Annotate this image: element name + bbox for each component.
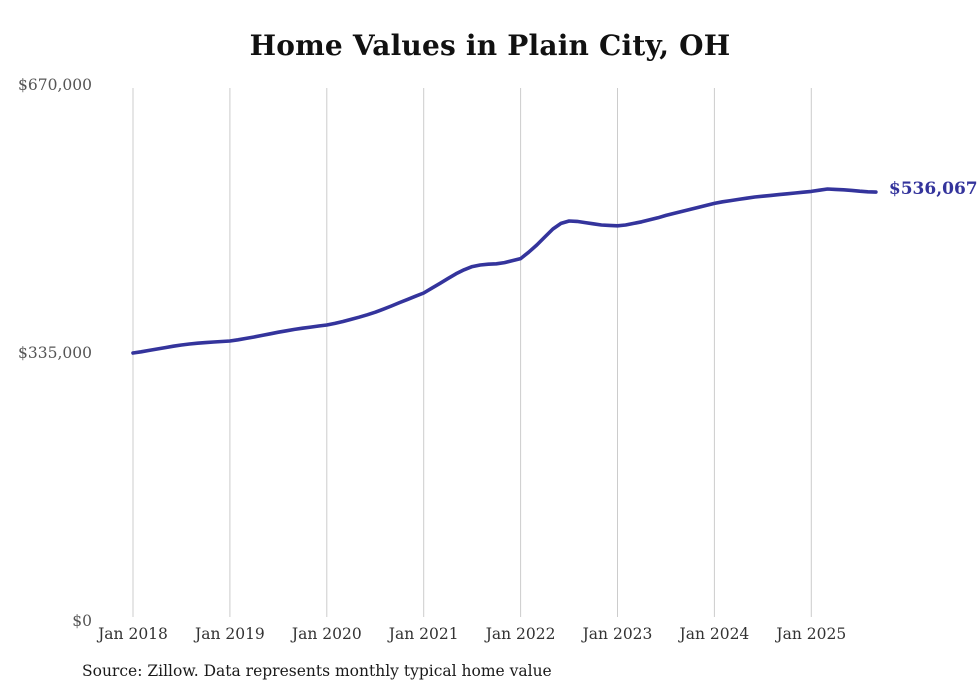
value-line — [131, 187, 878, 355]
x-tick-label: Jan 2024 — [679, 625, 750, 643]
y-tick-label: $0 — [72, 612, 92, 630]
chart-title: Home Values in Plain City, OH — [249, 29, 731, 62]
x-tick-label: Jan 2025 — [776, 625, 847, 643]
x-tick-label: Jan 2021 — [388, 625, 459, 643]
y-tick-label: $670,000 — [18, 76, 92, 94]
latest-value-label: $536,067 — [888, 179, 978, 200]
y-tick-label: $335,000 — [18, 344, 92, 362]
x-tick-label: Jan 2019 — [194, 625, 265, 643]
x-tick-label: Jan 2022 — [485, 625, 556, 643]
x-tick-label: Jan 2020 — [291, 625, 362, 643]
x-tick-label: Jan 2018 — [98, 625, 168, 643]
source-note: Source: Zillow. Data represents monthly … — [82, 662, 552, 680]
x-tick-label: Jan 2023 — [582, 625, 653, 643]
